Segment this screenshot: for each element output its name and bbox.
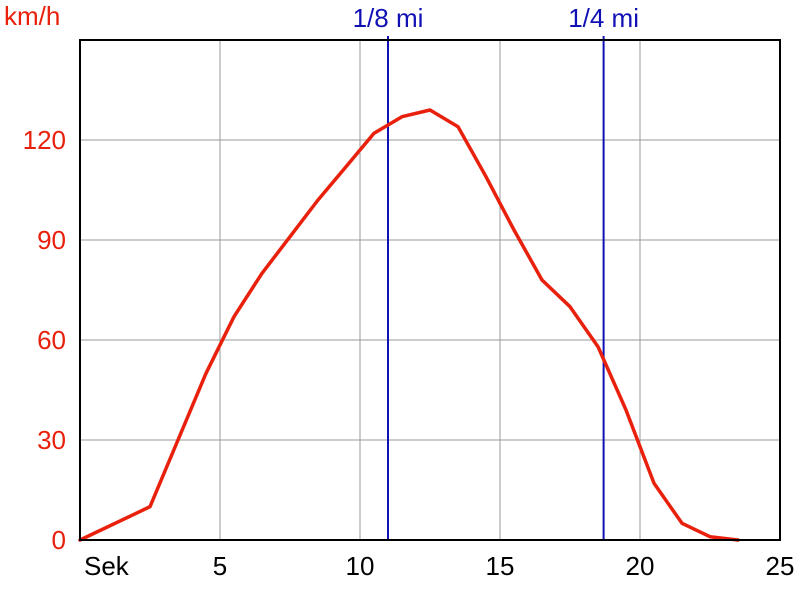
y-tick-label: 60 [37, 325, 66, 355]
x-tick-label: 25 [766, 551, 795, 581]
x-tick-label: 20 [626, 551, 655, 581]
series [78, 108, 740, 542]
y-tick-label: 30 [37, 425, 66, 455]
distance-markers: 1/8 mi 1/4 mi [353, 3, 639, 540]
x-axis-label: Sek [84, 551, 130, 581]
x-tick-label: 15 [486, 551, 515, 581]
marker-label: 1/4 mi [568, 3, 639, 33]
y-tick-labels: 0 30 60 90 120 [23, 125, 66, 555]
y-tick-label: 90 [37, 225, 66, 255]
x-tick-label: 5 [213, 551, 227, 581]
y-tick-label: 120 [23, 125, 66, 155]
x-tick-labels: 5 10 15 20 25 [213, 551, 795, 581]
speed-line [78, 108, 740, 542]
grid [80, 40, 781, 541]
x-tick-label: 10 [346, 551, 375, 581]
y-tick-label: 0 [52, 525, 66, 555]
y-axis-label: km/h [4, 1, 60, 31]
plot-frame [79, 39, 781, 541]
marker-label: 1/8 mi [353, 3, 424, 33]
